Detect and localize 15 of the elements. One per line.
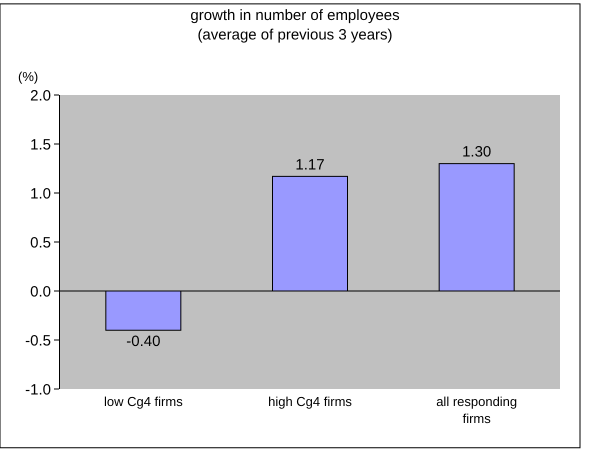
y-tick-label: 2.0: [30, 87, 51, 104]
y-tick-label: -0.5: [25, 332, 51, 350]
x-tick-label: high Cg4 firms: [268, 394, 352, 409]
y-tick-label: 0.0: [30, 283, 51, 300]
y-tick-label: 1.0: [30, 185, 51, 202]
x-tick-label: all responding firms: [436, 394, 518, 426]
data-label: -0.40: [126, 333, 160, 350]
y-axis-title: (%): [18, 69, 38, 84]
y-tick-label: -1.0: [25, 381, 51, 398]
data-label: 1.30: [462, 144, 492, 161]
data-label: 1.17: [295, 156, 325, 174]
y-tick-label: 1.5: [30, 136, 51, 154]
chart-title: growth in number of employees (average of previous 3 years): [190, 7, 400, 44]
y-tick-label: 0.5: [30, 234, 51, 252]
x-tick-label: low Cg4 firms: [104, 394, 184, 409]
